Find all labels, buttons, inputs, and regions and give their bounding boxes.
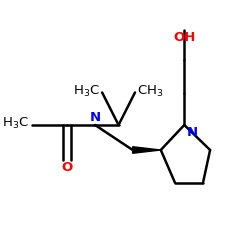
Text: H$_3$C: H$_3$C <box>73 84 100 99</box>
Text: CH$_3$: CH$_3$ <box>137 84 164 99</box>
Text: N: N <box>186 126 198 139</box>
Text: O: O <box>61 161 72 174</box>
Text: N: N <box>90 111 101 124</box>
Polygon shape <box>133 147 161 153</box>
Text: OH: OH <box>173 31 196 44</box>
Text: H$_3$C: H$_3$C <box>2 116 29 131</box>
